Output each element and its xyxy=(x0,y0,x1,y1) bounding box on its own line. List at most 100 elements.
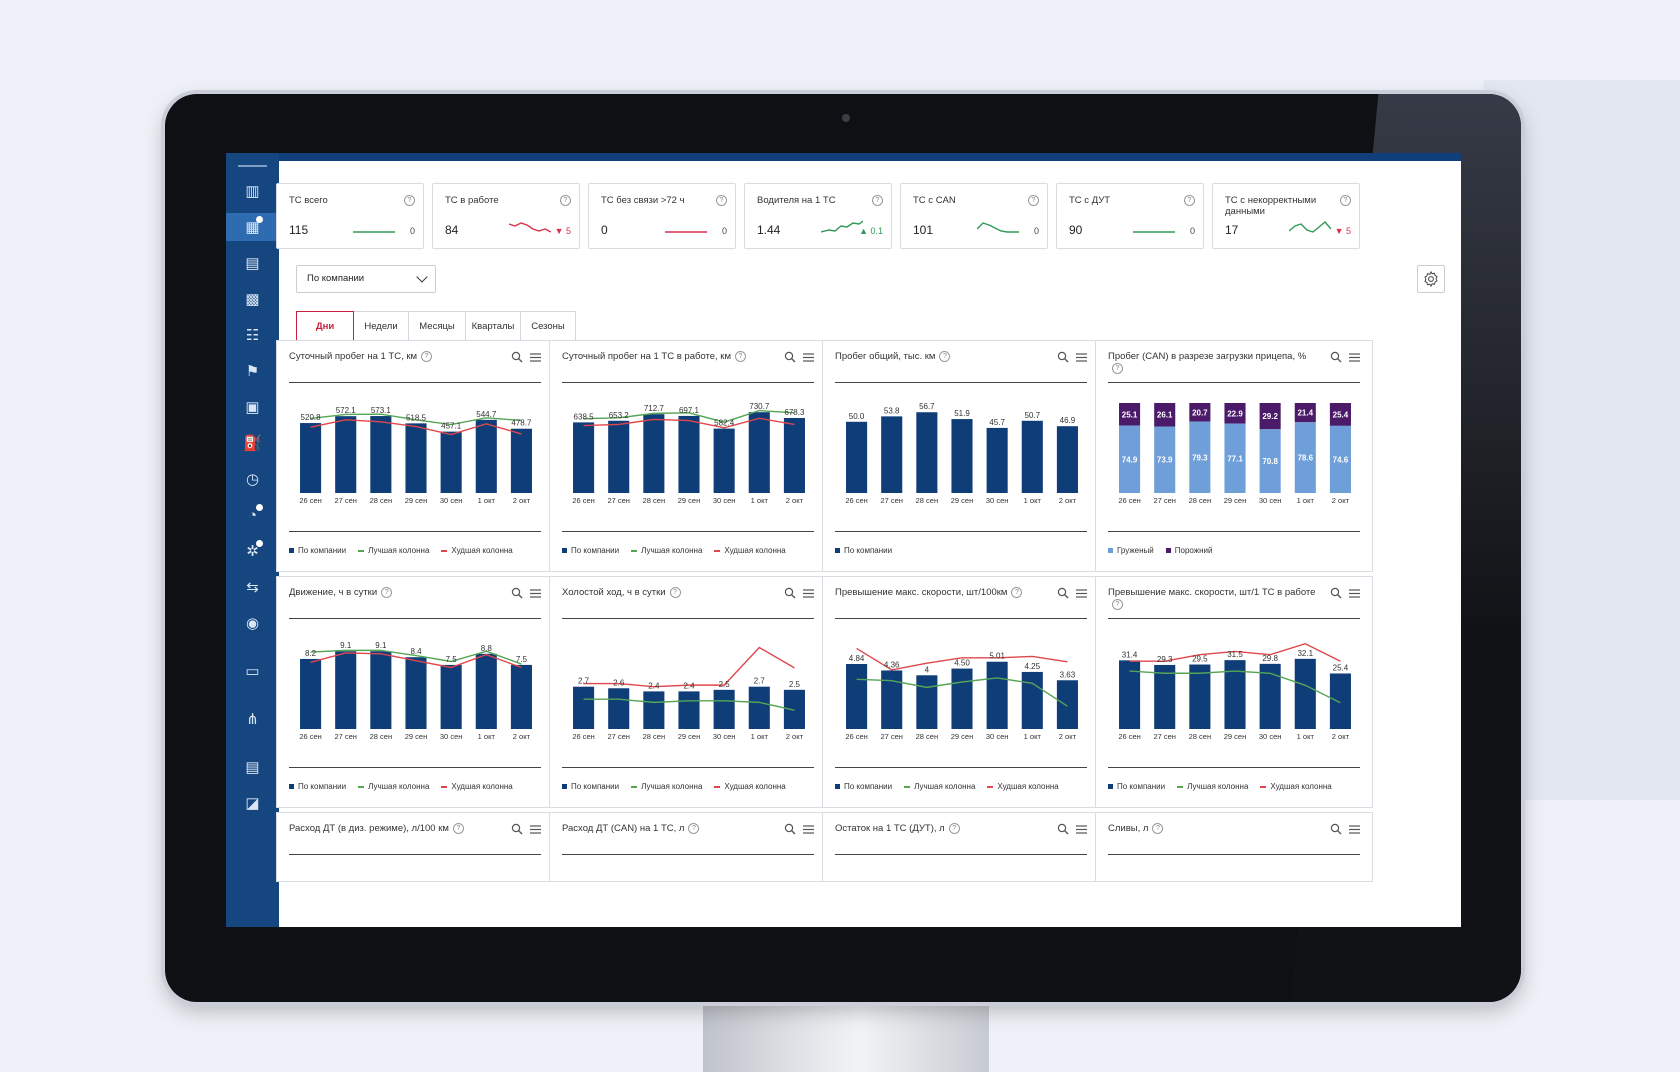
legend-item[interactable]: Лучшая колонна xyxy=(358,546,429,555)
bar[interactable] xyxy=(846,421,868,493)
legend-item[interactable]: Худшая колонна xyxy=(714,782,786,791)
help-icon[interactable]: ? xyxy=(939,351,951,362)
legend-item[interactable]: Лучшая колонна xyxy=(904,782,975,791)
company-select[interactable]: По компании xyxy=(296,265,436,293)
sidebar-item-support[interactable]: ◪ xyxy=(226,789,279,817)
tab-1[interactable]: Дни xyxy=(296,311,354,341)
tab-3[interactable]: Месяцы xyxy=(409,311,466,341)
sidebar-item-alert[interactable]: ◔ xyxy=(226,501,279,529)
bar[interactable] xyxy=(713,689,735,729)
help-icon[interactable]: ? xyxy=(1112,599,1123,610)
bar[interactable] xyxy=(405,657,427,729)
sidebar-item-document[interactable]: ▤ xyxy=(226,249,279,277)
bar[interactable] xyxy=(475,653,497,729)
bar[interactable] xyxy=(608,420,630,493)
menu-icon[interactable] xyxy=(1349,825,1360,834)
bar[interactable] xyxy=(678,691,700,729)
legend-item[interactable]: Худшая колонна xyxy=(441,546,513,555)
legend-item[interactable]: По компании xyxy=(835,782,892,791)
menu-icon[interactable] xyxy=(1076,589,1087,598)
kpi-card[interactable]: Водителя на 1 ТС? 1.44 ▲ 0.1 xyxy=(744,183,892,249)
bar[interactable] xyxy=(881,670,903,729)
bar-segment-loaded[interactable] xyxy=(1189,421,1211,493)
bar[interactable] xyxy=(713,428,735,493)
bar-segment-empty[interactable] xyxy=(1119,403,1141,426)
bar-segment-loaded[interactable] xyxy=(1224,423,1246,493)
bar[interactable] xyxy=(510,664,532,729)
menu-icon[interactable] xyxy=(1076,353,1087,362)
bar[interactable] xyxy=(1329,673,1351,729)
menu-icon[interactable] xyxy=(1349,353,1360,362)
kpi-card[interactable]: ТС с некорректными данными? 17 ▼ 5 xyxy=(1212,183,1360,249)
legend-item[interactable]: Лучшая колонна xyxy=(631,782,702,791)
bar[interactable] xyxy=(916,412,938,493)
bar[interactable] xyxy=(475,419,497,493)
zoom-icon[interactable] xyxy=(1330,587,1342,599)
zoom-icon[interactable] xyxy=(1057,823,1069,835)
bar[interactable] xyxy=(1294,658,1316,729)
help-icon[interactable]: ? xyxy=(560,195,571,206)
tab-5[interactable]: Сезоны xyxy=(521,311,576,341)
sidebar-item-clock[interactable]: ◷ xyxy=(226,465,279,493)
legend-item[interactable]: Худшая колонна xyxy=(1260,782,1332,791)
zoom-icon[interactable] xyxy=(784,351,796,363)
sidebar-item-chart[interactable]: ▥ xyxy=(226,177,279,205)
sidebar-item-route[interactable]: ⚑ xyxy=(226,357,279,385)
bar[interactable] xyxy=(440,664,462,729)
help-icon[interactable]: ? xyxy=(421,351,433,362)
bar[interactable] xyxy=(440,431,462,493)
menu-icon[interactable] xyxy=(803,353,814,362)
sidebar-item-chat[interactable]: ▭ xyxy=(226,657,279,685)
menu-icon[interactable] xyxy=(803,825,814,834)
sidebar-item-monitor[interactable]: ▣ xyxy=(226,393,279,421)
bar-segment-empty[interactable] xyxy=(1224,403,1246,424)
bar[interactable] xyxy=(748,412,770,493)
help-icon[interactable]: ? xyxy=(1340,195,1351,206)
bar[interactable] xyxy=(643,691,665,729)
bar[interactable] xyxy=(1056,426,1078,493)
legend-item[interactable]: Лучшая колонна xyxy=(358,782,429,791)
kpi-card[interactable]: ТС с CAN? 101 0 xyxy=(900,183,1048,249)
kpi-card[interactable]: ТС с ДУТ? 90 0 xyxy=(1056,183,1204,249)
legend-item[interactable]: Порожний xyxy=(1165,546,1213,555)
zoom-icon[interactable] xyxy=(1057,587,1069,599)
help-icon[interactable]: ? xyxy=(872,195,883,206)
legend-item[interactable]: Лучшая колонна xyxy=(631,546,702,555)
kpi-card[interactable]: ТС без связи >72 ч? 0 0 xyxy=(588,183,736,249)
bar-segment-loaded[interactable] xyxy=(1119,425,1141,493)
help-icon[interactable]: ? xyxy=(1011,587,1023,598)
bar[interactable] xyxy=(783,689,805,729)
legend-item[interactable]: Лучшая колонна xyxy=(1177,782,1248,791)
menu-icon[interactable] xyxy=(530,589,541,598)
bar[interactable] xyxy=(335,416,357,493)
legend-item[interactable]: По компании xyxy=(835,546,892,555)
bar[interactable] xyxy=(678,415,700,493)
zoom-icon[interactable] xyxy=(511,823,523,835)
bar[interactable] xyxy=(748,686,770,729)
bar[interactable] xyxy=(1021,671,1043,729)
bar[interactable] xyxy=(986,427,1008,493)
bar[interactable] xyxy=(783,417,805,493)
menu-icon[interactable] xyxy=(530,353,541,362)
kpi-card[interactable]: ТС всего? 115 0 xyxy=(276,183,424,249)
bar-segment-empty[interactable] xyxy=(1154,403,1176,427)
bar[interactable] xyxy=(916,675,938,729)
bar-segment-empty[interactable] xyxy=(1259,403,1281,430)
zoom-icon[interactable] xyxy=(511,587,523,599)
bar[interactable] xyxy=(1154,664,1176,729)
help-icon[interactable]: ? xyxy=(716,195,727,206)
bar[interactable] xyxy=(510,428,532,493)
bar[interactable] xyxy=(335,651,357,729)
bar[interactable] xyxy=(1021,420,1043,493)
legend-item[interactable]: Худшая колонна xyxy=(441,782,513,791)
legend-item[interactable]: Худшая колонна xyxy=(714,546,786,555)
sidebar-item-sliders[interactable]: ☷ xyxy=(226,321,279,349)
bar[interactable] xyxy=(643,414,665,493)
zoom-icon[interactable] xyxy=(784,823,796,835)
help-icon[interactable]: ? xyxy=(452,823,464,834)
bar[interactable] xyxy=(1259,663,1281,729)
help-icon[interactable]: ? xyxy=(1152,823,1164,834)
bar[interactable] xyxy=(1189,664,1211,729)
legend-item[interactable]: По компании xyxy=(562,546,619,555)
bar-segment-loaded[interactable] xyxy=(1259,429,1281,493)
